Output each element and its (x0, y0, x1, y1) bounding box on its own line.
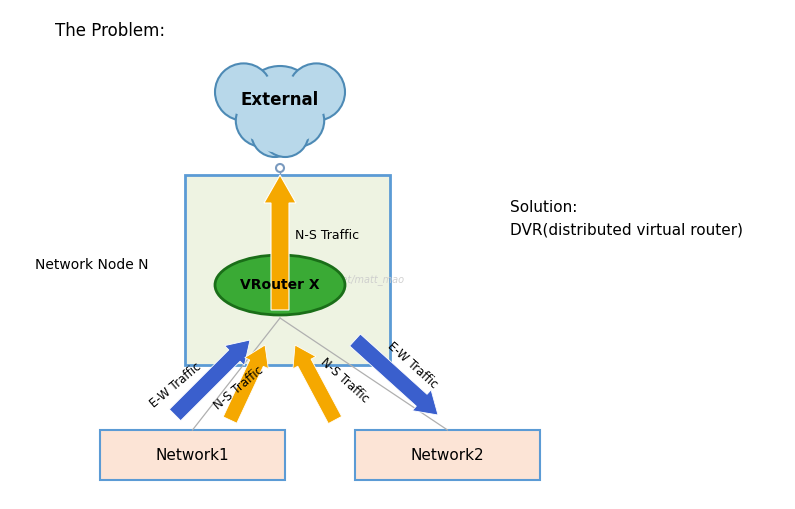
Circle shape (277, 100, 319, 142)
FancyArrow shape (350, 334, 438, 415)
Text: The Problem:: The Problem: (55, 22, 165, 40)
Circle shape (272, 95, 324, 147)
Circle shape (215, 64, 272, 121)
Text: External: External (241, 91, 319, 109)
Circle shape (262, 110, 308, 157)
Text: E-W Traffic: E-W Traffic (148, 360, 204, 410)
Circle shape (249, 74, 311, 136)
Text: N-S Traffic: N-S Traffic (212, 364, 266, 412)
Circle shape (276, 164, 284, 172)
Text: Solution:: Solution: (510, 200, 577, 215)
Text: N-S Traffic: N-S Traffic (318, 355, 371, 405)
Text: E-W Traffic: E-W Traffic (385, 340, 440, 391)
Bar (100, 430, 285, 480)
FancyArrow shape (293, 345, 342, 423)
Circle shape (293, 69, 339, 115)
FancyArrow shape (264, 175, 296, 310)
Circle shape (236, 95, 288, 147)
Text: DVR(distributed virtual router): DVR(distributed virtual router) (510, 222, 743, 237)
Circle shape (241, 66, 319, 144)
Ellipse shape (215, 255, 345, 315)
Bar (185, 175, 390, 365)
FancyArrow shape (169, 340, 250, 420)
Circle shape (221, 69, 266, 115)
Text: http://blog.csdn.net/matt_mao: http://blog.csdn.net/matt_mao (255, 274, 405, 286)
Text: VRouter X: VRouter X (240, 278, 320, 292)
Circle shape (241, 100, 282, 142)
Text: Network Node N: Network Node N (35, 258, 149, 272)
FancyArrow shape (223, 345, 269, 423)
Text: Network1: Network1 (156, 447, 229, 463)
Text: Network2: Network2 (411, 447, 484, 463)
Circle shape (288, 64, 345, 121)
Circle shape (256, 115, 293, 152)
Circle shape (251, 110, 298, 157)
Circle shape (266, 115, 304, 152)
Bar (355, 430, 540, 480)
Text: N-S Traffic: N-S Traffic (295, 229, 359, 241)
